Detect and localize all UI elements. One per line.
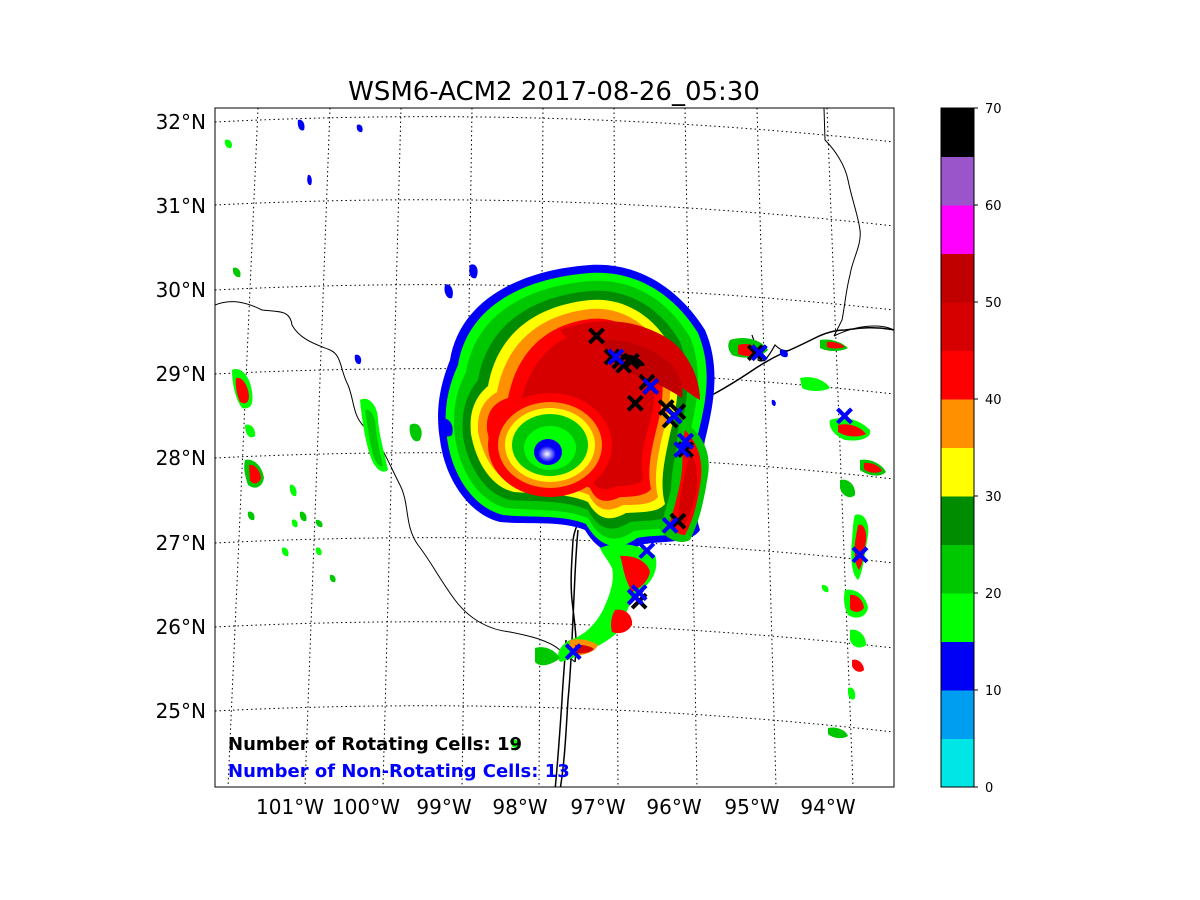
- non-rotating-cell-marker: [626, 588, 644, 606]
- lat-label: 28°N: [156, 446, 206, 470]
- colorbar-tick-label: 20: [985, 587, 1002, 602]
- lon-label: 98°W: [492, 795, 547, 819]
- colorbar-segment: [941, 690, 974, 739]
- non-rotating-cell-marker: [638, 542, 656, 560]
- non-rotating-cell-count: Number of Non-Rotating Cells: 13: [228, 761, 570, 782]
- louisiana-coast: [833, 325, 894, 337]
- colorbar-segment: [941, 447, 974, 497]
- lon-label: 99°W: [416, 795, 471, 819]
- lon-label: 95°W: [724, 795, 779, 819]
- colorbar-tick-label: 10: [985, 684, 1002, 699]
- non-rotating-cell-marker: [750, 344, 768, 362]
- map-border: [214, 107, 895, 788]
- lat-label: 32°N: [156, 110, 206, 134]
- lat-label: 29°N: [156, 362, 206, 386]
- lon-label: 100°W: [332, 795, 400, 819]
- colorbar-segment: [941, 399, 974, 448]
- colorbar-segment: [941, 738, 974, 788]
- non-rotating-cell-marker: [661, 516, 679, 534]
- map-area: [214, 107, 895, 788]
- rotating-cell-count: Number of Rotating Cells: 19: [228, 734, 522, 755]
- colorbar-tick-label: 30: [985, 490, 1002, 505]
- non-rotating-cell-markers: [564, 344, 869, 661]
- non-rotating-cell-marker: [665, 407, 683, 425]
- lon-label: 97°W: [570, 795, 625, 819]
- non-rotating-cell-marker: [642, 378, 660, 395]
- lat-label: 27°N: [156, 531, 206, 555]
- sabine-border: [823, 108, 861, 337]
- colorbar-segment: [941, 156, 974, 206]
- colorbar-segment: [941, 108, 974, 157]
- non-rotating-cell-marker: [851, 546, 869, 564]
- colorbar-tick-label: 50: [985, 296, 1002, 311]
- colorbar: 0 10 20 30 40 50 60 70: [940, 102, 1002, 796]
- colorbar-tick-label: 60: [985, 199, 1002, 214]
- colorbar-segment: [941, 205, 974, 254]
- rotating-cell-marker: [626, 394, 644, 412]
- colorbar-tick-label: 0: [985, 781, 993, 796]
- lat-label: 30°N: [156, 278, 206, 302]
- colorbar-segment: [941, 302, 974, 351]
- colorbar-segment: [941, 641, 974, 691]
- colorbar-segment: [941, 496, 974, 545]
- reflectivity-field: [224, 119, 886, 749]
- colorbar-segment: [941, 350, 974, 400]
- colorbar-tick-label: 40: [985, 393, 1002, 408]
- colorbar-segment: [941, 544, 974, 594]
- rotating-cell-marker: [588, 327, 605, 345]
- non-rotating-cell-marker: [677, 432, 695, 450]
- non-rotating-cell-marker: [673, 441, 691, 458]
- map-title: WSM6-ACM2 2017-08-26_05:30: [348, 77, 760, 107]
- colorbar-tick-label: 70: [985, 102, 1002, 117]
- lon-label: 101°W: [256, 795, 324, 819]
- colorbar-segment: [941, 253, 974, 303]
- lon-label: 94°W: [800, 795, 855, 819]
- lon-label: 96°W: [646, 795, 701, 819]
- longitude-labels: 101°W 100°W 99°W 98°W 97°W 96°W 95°W 94°…: [256, 795, 856, 819]
- lat-label: 31°N: [156, 194, 206, 218]
- colorbar-segment: [941, 593, 974, 642]
- mexico-border: [215, 301, 576, 663]
- colorbar-frame: [940, 107, 975, 788]
- latitude-labels: 32°N 31°N 30°N 29°N 28°N 27°N 26°N 25°N: [156, 110, 206, 723]
- non-rotating-cell-marker: [564, 643, 582, 661]
- rotating-cell-marker: [746, 344, 764, 362]
- lat-label: 25°N: [156, 699, 206, 723]
- lat-label: 26°N: [156, 615, 206, 639]
- non-rotating-cell-marker: [607, 348, 625, 366]
- non-rotating-cell-marker: [836, 407, 853, 425]
- graticule: [215, 108, 894, 787]
